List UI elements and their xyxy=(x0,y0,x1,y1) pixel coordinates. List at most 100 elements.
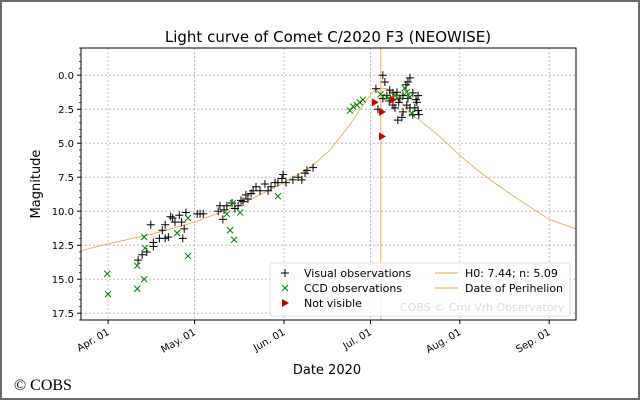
visual-observation-point xyxy=(180,224,189,233)
visual-observation-point xyxy=(382,91,391,100)
visual-observation-point xyxy=(408,88,417,97)
visual-observation-point xyxy=(411,95,420,104)
legend-marker-visual xyxy=(281,269,289,277)
legend-marker-not-visible xyxy=(282,299,289,307)
visual-observation-point xyxy=(256,186,265,195)
ccd-observation-point xyxy=(359,96,367,104)
ccd-observation-point xyxy=(173,229,181,237)
y-tick-label: 2.5 xyxy=(58,105,74,116)
chart-title: Light curve of Comet C/2020 F3 (NEOWISE) xyxy=(165,28,491,46)
x-tick-label: May. 01 xyxy=(159,327,198,356)
visual-observation-point xyxy=(371,84,380,93)
legend-label-ccd: CCD observations xyxy=(304,282,402,295)
y-tick-label: 5.0 xyxy=(58,139,74,150)
x-tick-label: Jun. 01 xyxy=(251,327,287,354)
visual-observation-point xyxy=(222,201,231,210)
not-visible-point xyxy=(378,132,386,141)
copyright-label: © COBS xyxy=(14,377,72,394)
ccd-observation-point xyxy=(223,210,231,218)
visual-observation-point xyxy=(303,166,312,175)
visual-observation-point xyxy=(134,256,143,265)
y-tick-label: 10.0 xyxy=(52,207,74,218)
x-tick-label: Aug. 01 xyxy=(424,327,463,356)
x-axis-label: Date 2020 xyxy=(293,363,361,378)
visual-observation-point xyxy=(397,113,406,122)
x-tick-label: Jul. 01 xyxy=(341,327,374,353)
visual-observation-point xyxy=(273,178,282,187)
legend-marker-ccd xyxy=(281,284,289,292)
visual-observation-point xyxy=(279,170,288,179)
visual-observation-point xyxy=(175,211,184,220)
y-tick-label: 15.0 xyxy=(52,275,74,286)
watermark: COBS © Crni Vrh Observatory xyxy=(400,301,565,314)
x-tick-label: Apr. 01 xyxy=(75,327,111,354)
legend: COBS © Crni Vrh Observatory Visual obser… xyxy=(269,262,571,317)
visual-observation-point xyxy=(399,107,408,116)
ccd-observation-point xyxy=(184,252,192,260)
legend-label-not-visible: Not visible xyxy=(304,297,362,310)
visual-observation-point xyxy=(178,234,187,243)
visual-observation-point xyxy=(214,207,223,216)
ccd-observation-point xyxy=(408,109,416,117)
model-curve xyxy=(80,87,577,251)
legend-label-visual: Visual observations xyxy=(304,267,411,280)
visual-observation-point xyxy=(181,208,190,217)
visual-observation-point xyxy=(158,226,167,235)
ccd-observation-point xyxy=(274,192,282,200)
legend-box xyxy=(269,262,571,317)
visual-observation-point xyxy=(161,220,170,229)
visual-observation-point xyxy=(251,182,260,191)
visual-observation-point xyxy=(243,194,252,203)
not-visible-point xyxy=(389,95,397,104)
visual-observation-point xyxy=(161,234,170,243)
visual-observation-point xyxy=(164,233,173,242)
visual-observation-point xyxy=(149,242,158,251)
y-axis-label: Magnitude xyxy=(29,150,44,219)
ccd-observation-point xyxy=(396,93,404,101)
x-tick-label: Sep. 01 xyxy=(514,327,552,355)
y-tick-label: 12.5 xyxy=(52,241,74,252)
ccd-observation-point xyxy=(103,270,111,278)
ccd-observation-point xyxy=(349,103,357,110)
visual-observation-point xyxy=(402,101,411,110)
visual-observation-point xyxy=(146,220,155,229)
visual-observation-point xyxy=(264,186,273,195)
ccd-observation-point xyxy=(140,275,148,283)
visual-observation-point xyxy=(166,212,175,221)
visual-observation-point xyxy=(380,78,389,86)
visual-observation-point xyxy=(288,175,297,184)
data-points-layer xyxy=(103,71,423,298)
visual-observation-point xyxy=(414,91,423,100)
legend-label-perihelion: Date of Perihelion xyxy=(465,282,563,295)
ccd-observation-point xyxy=(133,285,141,293)
visual-observation-point xyxy=(218,215,227,224)
ccd-observation-point xyxy=(406,93,414,101)
visual-observation-point xyxy=(388,101,397,110)
legend-label-model: H0: 7.44; n: 5.09 xyxy=(465,267,558,280)
visual-observation-point xyxy=(199,209,208,218)
visual-observation-point xyxy=(237,196,246,205)
y-tick-label: 7.5 xyxy=(58,173,74,184)
ccd-observation-point xyxy=(141,244,149,252)
ccd-observation-point xyxy=(346,107,354,114)
visual-observation-point xyxy=(266,182,275,191)
y-tick-label: 17.5 xyxy=(52,309,74,320)
ccd-observation-point xyxy=(140,233,148,241)
ccd-observation-point xyxy=(104,290,112,298)
visual-observation-point xyxy=(219,205,228,214)
y-tick-label: 0.0 xyxy=(58,71,74,82)
ccd-observation-point xyxy=(383,93,391,101)
not-visible-point xyxy=(371,98,379,107)
visual-observation-point xyxy=(394,98,403,107)
visual-observation-point xyxy=(399,91,408,100)
visual-observation-point xyxy=(249,186,258,195)
visual-observation-point xyxy=(138,250,147,259)
visual-observation-point xyxy=(297,175,306,184)
visual-observation-point xyxy=(392,88,401,97)
visual-observation-point xyxy=(177,218,186,227)
visual-observation-point xyxy=(378,71,387,80)
ccd-observation-point xyxy=(377,90,384,98)
ccd-observation-point xyxy=(184,214,192,222)
